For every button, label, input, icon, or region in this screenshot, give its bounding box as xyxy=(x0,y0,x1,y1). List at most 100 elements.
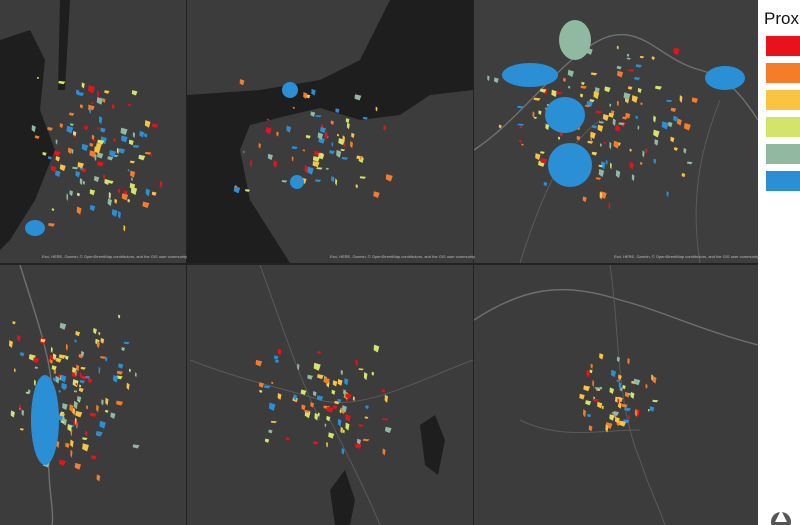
green-space xyxy=(258,382,265,388)
green-space xyxy=(82,437,88,441)
green-space xyxy=(582,196,587,203)
attribution: Esri, HERE, Garmin, © OpenStreetMap cont… xyxy=(42,254,187,259)
green-space xyxy=(324,423,327,428)
green-space xyxy=(55,170,61,178)
green-space xyxy=(609,103,612,108)
green-space xyxy=(20,352,25,357)
green-space xyxy=(613,410,619,416)
green-space xyxy=(267,153,273,161)
green-space xyxy=(47,127,53,131)
green-space xyxy=(84,125,89,131)
green-space xyxy=(98,331,101,336)
large-green-space xyxy=(559,20,591,60)
green-space xyxy=(297,363,300,371)
green-space xyxy=(580,93,584,98)
green-space xyxy=(305,94,311,99)
green-space xyxy=(96,341,100,349)
green-space xyxy=(558,136,561,140)
green-space xyxy=(314,179,322,183)
green-space xyxy=(352,396,355,402)
green-space xyxy=(55,357,62,363)
green-space xyxy=(89,204,96,212)
green-space xyxy=(341,447,345,455)
green-space xyxy=(292,106,295,109)
green-space xyxy=(102,98,106,104)
green-space xyxy=(628,69,635,72)
green-space xyxy=(144,120,151,128)
green-space xyxy=(595,110,603,114)
green-space xyxy=(58,80,66,85)
green-space xyxy=(117,188,121,194)
green-space xyxy=(617,402,622,409)
green-space xyxy=(587,140,594,144)
green-space xyxy=(355,359,358,367)
green-space xyxy=(593,398,600,402)
green-space xyxy=(301,404,306,411)
green-space xyxy=(375,106,378,112)
green-space xyxy=(116,400,124,406)
green-space xyxy=(635,115,639,120)
green-space xyxy=(59,123,64,129)
green-space xyxy=(69,404,74,413)
green-space xyxy=(109,150,117,158)
green-space xyxy=(60,420,65,424)
green-space xyxy=(151,123,159,128)
green-space xyxy=(362,116,368,120)
green-space xyxy=(118,363,124,369)
green-space xyxy=(666,190,669,198)
green-space xyxy=(617,70,624,78)
green-space xyxy=(273,355,279,360)
green-space xyxy=(84,430,88,437)
green-space xyxy=(104,178,110,185)
green-space xyxy=(589,99,595,103)
green-space xyxy=(597,124,604,132)
green-space xyxy=(79,104,84,109)
green-space xyxy=(691,97,699,104)
green-space xyxy=(91,455,97,460)
green-space xyxy=(590,131,596,139)
green-space xyxy=(521,143,524,146)
green-space xyxy=(72,379,79,388)
green-space xyxy=(75,170,81,178)
green-space xyxy=(598,164,603,168)
green-space xyxy=(65,442,70,449)
green-space xyxy=(673,147,678,151)
green-space xyxy=(89,412,97,417)
green-space xyxy=(50,346,53,354)
green-space xyxy=(326,415,331,422)
green-space xyxy=(74,370,77,377)
green-space xyxy=(58,373,61,379)
green-space xyxy=(96,96,104,105)
green-space xyxy=(275,359,279,364)
green-space xyxy=(345,422,350,431)
green-space xyxy=(627,357,630,365)
green-space xyxy=(623,92,631,101)
green-space xyxy=(250,159,253,168)
green-space xyxy=(576,135,581,141)
green-space xyxy=(79,167,84,170)
green-space xyxy=(354,443,362,449)
large-green-space xyxy=(290,175,304,189)
green-space xyxy=(683,147,687,154)
green-space xyxy=(97,127,100,131)
green-space xyxy=(47,156,52,160)
green-space xyxy=(94,146,101,154)
green-space xyxy=(592,379,595,388)
green-space xyxy=(661,121,669,130)
green-space xyxy=(599,143,602,148)
green-space xyxy=(134,372,137,378)
green-space xyxy=(310,402,315,408)
large-green-space xyxy=(502,63,558,87)
green-space xyxy=(581,81,585,86)
green-space xyxy=(336,149,342,158)
green-space xyxy=(639,161,643,166)
green-space xyxy=(652,399,659,403)
green-space xyxy=(62,403,68,411)
green-space xyxy=(307,374,313,380)
green-space xyxy=(585,400,592,406)
green-space xyxy=(589,369,593,374)
green-space xyxy=(99,420,106,429)
green-space xyxy=(593,152,597,156)
green-space xyxy=(359,155,362,161)
green-space xyxy=(80,366,86,370)
